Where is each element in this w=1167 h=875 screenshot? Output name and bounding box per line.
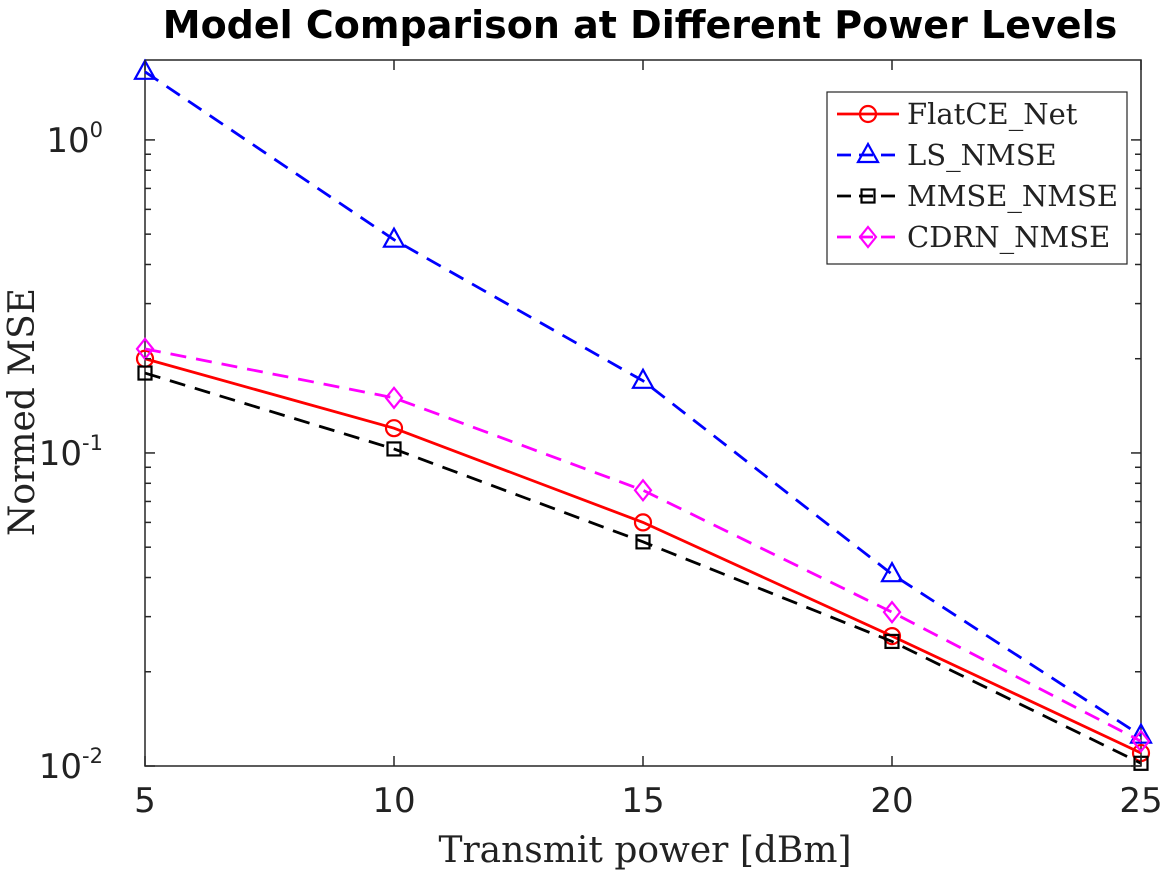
legend-marker	[858, 104, 878, 124]
data-point	[882, 626, 902, 646]
series-cdrn-nmse	[135, 337, 1151, 753]
data-point	[633, 478, 653, 503]
data-point	[633, 513, 653, 532]
x-tick-label: 5	[134, 781, 156, 821]
x-tick-label: 15	[621, 781, 664, 821]
x-tick-label: 25	[1119, 781, 1162, 821]
series-ls-nmse	[133, 58, 1153, 744]
data-point	[386, 441, 402, 457]
data-point	[882, 600, 902, 624]
series-line	[144, 371, 1142, 765]
axis-ticks: 5 10 15 20 25 10-2 10-1 100	[39, 60, 1163, 821]
x-tick-label: 10	[372, 781, 415, 821]
data-point	[1129, 722, 1153, 744]
data-point	[133, 58, 157, 80]
legend: FlatCE_Net LS_NMSE MMSE_NMSE CDRN_NMSE	[826, 91, 1128, 265]
data-point	[884, 633, 900, 650]
data-point	[880, 560, 904, 583]
legend-label: CDRN_NMSE	[907, 220, 1110, 255]
series-line	[144, 347, 1142, 743]
legend-box	[826, 91, 1128, 265]
y-tick-label: 100	[46, 118, 103, 161]
y-axis-label: Normed MSE	[2, 288, 43, 536]
legend-label: FlatCE_Net	[907, 97, 1078, 132]
series-flatce-net	[135, 349, 1151, 763]
series-layer	[133, 58, 1153, 771]
data-point	[384, 386, 404, 410]
legend-marker	[858, 225, 878, 249]
x-axis-label: Transmit power [dBm]	[438, 830, 851, 871]
data-point	[631, 367, 655, 389]
x-tick-label: 20	[870, 781, 913, 821]
chart-title: Model Comparison at Different Power Leve…	[163, 3, 1117, 47]
legend-label: MMSE_NMSE	[907, 179, 1118, 214]
y-tick-label: 10-1	[39, 431, 103, 474]
data-point	[384, 419, 404, 438]
data-point	[137, 365, 153, 381]
legend-marker	[856, 141, 880, 164]
data-point	[382, 226, 406, 248]
legend-label: LS_NMSE	[907, 138, 1057, 173]
y-tick-label: 10-2	[39, 744, 103, 787]
series-mmse-nmse	[137, 365, 1149, 771]
series-line	[144, 357, 1142, 755]
legend-marker	[860, 188, 876, 204]
data-point	[1131, 729, 1151, 753]
data-point	[635, 534, 651, 550]
series-line	[144, 70, 1142, 737]
